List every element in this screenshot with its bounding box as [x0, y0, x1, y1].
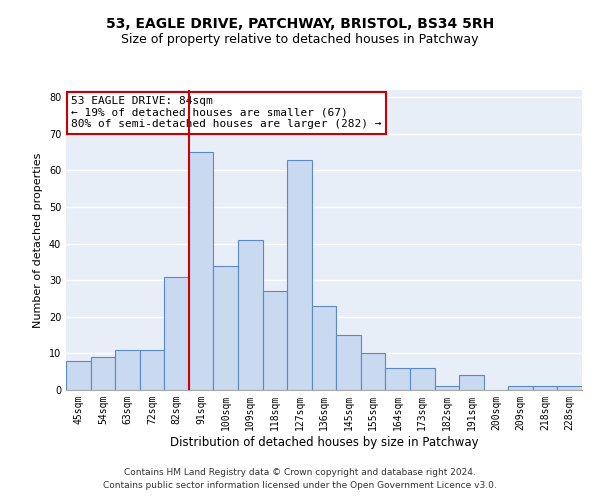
Bar [361, 354, 385, 390]
Bar [312, 306, 336, 390]
Bar [385, 368, 410, 390]
Text: Contains public sector information licensed under the Open Government Licence v3: Contains public sector information licen… [103, 480, 497, 490]
Bar [557, 386, 582, 390]
Bar [91, 357, 115, 390]
Bar [164, 276, 189, 390]
Bar [533, 386, 557, 390]
Text: Size of property relative to detached houses in Patchway: Size of property relative to detached ho… [121, 32, 479, 46]
Bar [214, 266, 238, 390]
Y-axis label: Number of detached properties: Number of detached properties [33, 152, 43, 328]
X-axis label: Distribution of detached houses by size in Patchway: Distribution of detached houses by size … [170, 436, 478, 448]
Bar [263, 291, 287, 390]
Text: 53, EAGLE DRIVE, PATCHWAY, BRISTOL, BS34 5RH: 53, EAGLE DRIVE, PATCHWAY, BRISTOL, BS34… [106, 18, 494, 32]
Bar [459, 376, 484, 390]
Bar [115, 350, 140, 390]
Bar [434, 386, 459, 390]
Bar [336, 335, 361, 390]
Bar [140, 350, 164, 390]
Text: 53 EAGLE DRIVE: 84sqm
← 19% of detached houses are smaller (67)
80% of semi-deta: 53 EAGLE DRIVE: 84sqm ← 19% of detached … [71, 96, 382, 129]
Bar [66, 360, 91, 390]
Bar [287, 160, 312, 390]
Bar [189, 152, 214, 390]
Text: Contains HM Land Registry data © Crown copyright and database right 2024.: Contains HM Land Registry data © Crown c… [124, 468, 476, 477]
Bar [238, 240, 263, 390]
Bar [508, 386, 533, 390]
Bar [410, 368, 434, 390]
